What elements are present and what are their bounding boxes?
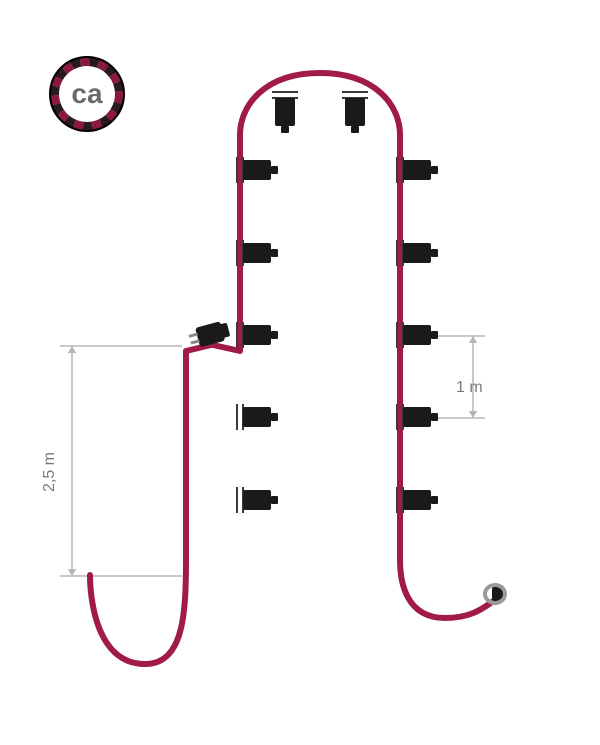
- socket-nub: [431, 166, 438, 174]
- string-light-diagram: ca 2,5 m 1 m: [0, 0, 600, 745]
- ca-badge: ca: [51, 58, 123, 130]
- socket-nub: [431, 331, 438, 339]
- socket-body: [403, 243, 431, 263]
- socket-nub: [431, 413, 438, 421]
- socket-body: [243, 325, 271, 345]
- socket-nub: [271, 166, 278, 174]
- socket-body: [243, 160, 271, 180]
- dimension-left-label: 2,5 m: [41, 452, 58, 492]
- badge-text: ca: [71, 78, 103, 109]
- socket-body: [243, 243, 271, 263]
- socket-body: [403, 490, 431, 510]
- socket-body: [243, 407, 271, 427]
- socket-body: [403, 160, 431, 180]
- dimension-right-label: 1 m: [456, 379, 483, 396]
- socket-nub: [271, 413, 278, 421]
- socket-nub: [431, 496, 438, 504]
- socket-nub: [281, 126, 289, 133]
- socket-nub: [271, 496, 278, 504]
- socket-nub: [271, 249, 278, 257]
- socket-nub: [271, 331, 278, 339]
- socket-body: [243, 490, 271, 510]
- socket-nub: [351, 126, 359, 133]
- socket-nub: [431, 249, 438, 257]
- socket-body: [403, 407, 431, 427]
- socket-body: [403, 325, 431, 345]
- socket-body: [345, 98, 365, 126]
- socket-body: [275, 98, 295, 126]
